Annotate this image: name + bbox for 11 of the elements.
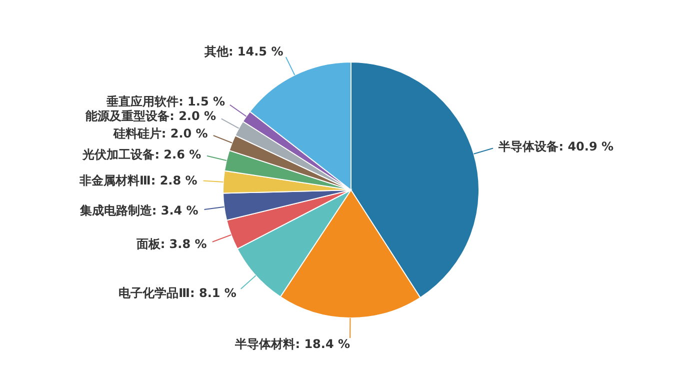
slice-label: 面板: 3.8 % <box>135 236 207 251</box>
slice-label: 非金属材料Ⅲ: 2.8 % <box>78 173 198 188</box>
slice-label: 能源及重型设备: 2.0 % <box>86 108 216 123</box>
slice-label: 半导体设备: 40.9 % <box>498 140 614 154</box>
slice-label: 光伏加工设备: 2.6 % <box>82 148 202 162</box>
slice-label: 半导体材料: 18.4 % <box>234 336 350 351</box>
slice-label: 垂直应用软件: 1.5 % <box>106 94 226 108</box>
slice-label: 硅料硅片: 2.0 % <box>112 126 208 140</box>
slice-label: 其他: 14.5 % <box>203 44 284 59</box>
slice-label: 集成电路制造: 3.4 % <box>78 203 198 218</box>
slice-label: 电子化学品Ⅲ: 8.1 % <box>118 286 236 300</box>
